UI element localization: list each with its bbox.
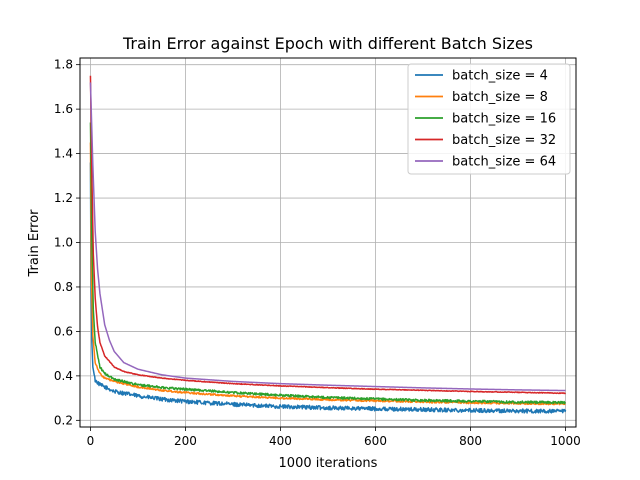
y-tick-label: 0.2 — [54, 413, 73, 427]
y-tick-label: 0.4 — [54, 369, 73, 383]
legend-label: batch_size = 8 — [452, 90, 548, 105]
y-tick-label: 0.6 — [54, 324, 73, 338]
legend: batch_size = 4 batch_size = 8 batch_size =… — [407, 63, 571, 175]
legend-label: batch_size = 32 — [452, 133, 556, 148]
x-tick-label: 0 — [87, 434, 95, 448]
x-tick-label: 200 — [174, 434, 197, 448]
y-tick-label: 1.6 — [54, 102, 73, 116]
grid-lines — [80, 58, 576, 427]
series-line-2 — [89, 142, 566, 406]
y-tick-label: 0.8 — [54, 280, 73, 294]
x-tick-label: 1000 — [550, 434, 581, 448]
series-line-3 — [89, 122, 566, 405]
y-axis-ticks: 0.2 0.4 0.6 0.8 1.0 1.2 1.4 1.6 1.8 — [54, 58, 80, 427]
series-line-1 — [89, 162, 567, 414]
y-tick-label: 1.4 — [54, 147, 73, 161]
series-layer — [89, 75, 567, 414]
x-tick-label: 800 — [459, 434, 482, 448]
legend-label: batch_size = 64 — [452, 155, 556, 170]
y-axis-label: Train Error — [27, 209, 42, 278]
series-line-5 — [89, 82, 566, 392]
x-tick-label: 600 — [364, 434, 387, 448]
y-tick-label: 1.2 — [54, 191, 73, 205]
series-line-4 — [89, 75, 566, 395]
legend-label: batch_size = 16 — [452, 112, 556, 127]
chart-title: Train Error against Epoch with different… — [122, 34, 533, 53]
legend-label: batch_size = 4 — [452, 69, 548, 84]
x-axis-ticks: 0 200 400 600 800 1000 — [87, 427, 581, 448]
x-tick-label: 400 — [269, 434, 292, 448]
y-tick-label: 1.8 — [54, 58, 73, 72]
y-tick-label: 1.0 — [54, 236, 73, 250]
legend-box — [407, 63, 571, 175]
x-axis-label: 1000 iterations — [279, 456, 378, 471]
